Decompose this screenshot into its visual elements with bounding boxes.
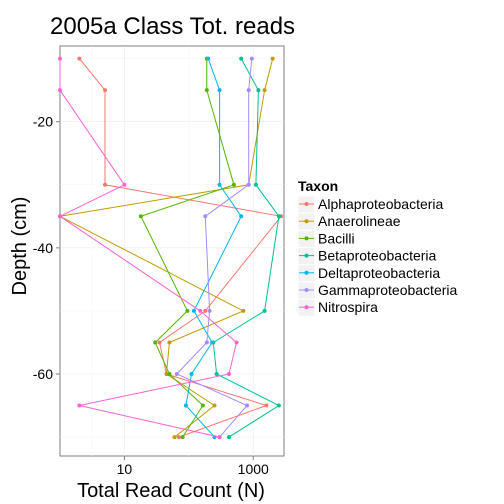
data-point-bacilli [185,308,190,313]
data-point-betaproteobacteria [276,403,281,408]
data-point-alphaproteobacteria [103,182,108,187]
data-point-alphaproteobacteria [264,403,269,408]
data-point-nitrospira [58,214,62,219]
y-axis-title: Depth (cm) [9,197,31,296]
data-point-gammaproteobacteria [204,340,209,345]
y-tick-label: -20 [33,114,53,130]
chart-title: 2005a Class Tot. reads [50,13,295,40]
legend-key-point-betaproteobacteria [304,253,309,258]
data-point-deltaproteobacteria [210,340,215,345]
legend-label-bacilli: Bacilli [318,230,355,246]
data-point-alphaproteobacteria [77,56,82,61]
data-point-betaproteobacteria [256,88,261,93]
data-point-nitrospira [217,435,222,440]
data-point-gammaproteobacteria [249,56,254,61]
data-point-bacilli [167,372,172,376]
data-point-alphaproteobacteria [203,308,208,313]
legend-label-alphaproteobacteria: Alphaproteobacteria [318,196,444,212]
y-tick-label: -60 [33,366,53,382]
data-point-anaerolineae [167,340,172,345]
data-point-betaproteobacteria [239,56,244,61]
data-point-bacilli [200,403,205,408]
data-point-anaerolineae [164,372,169,376]
legend-title: Taxon [298,178,338,194]
y-axis-ticks: -20 -40 -60 [33,114,60,382]
data-point-gammaproteobacteria [245,403,250,408]
data-point-betaproteobacteria [276,214,281,219]
legend-key-point-alphaproteobacteria [304,202,309,206]
y-tick-label: -40 [33,240,53,256]
legend-key-point-nitrospira [304,305,309,310]
plot-background [59,45,285,457]
data-point-deltaproteobacteria [239,214,244,219]
data-point-gammaproteobacteria [207,308,212,313]
legend-key-point-bacilli [304,236,309,241]
data-point-deltaproteobacteria [217,88,222,93]
data-point-alphaproteobacteria [103,88,108,93]
legend-key-point-gammaproteobacteria [304,288,309,292]
plot-panel [59,45,285,457]
data-point-bacilli [231,182,236,187]
legend-label-deltaproteobacteria: Deltaproteobacteria [318,265,440,281]
data-point-alphaproteobacteria [176,435,181,440]
data-point-nitrospira [198,308,203,313]
data-point-betaproteobacteria [226,435,231,440]
data-point-gammaproteobacteria [174,372,179,376]
data-point-bacilli [180,435,185,440]
legend-label-anaerolineae: Anaerolineae [318,213,401,229]
data-point-gammaproteobacteria [246,88,251,93]
data-point-nitrospira [234,340,239,345]
data-point-bacilli [138,214,143,219]
data-point-gammaproteobacteria [203,214,208,219]
legend-label-nitrospira: Nitrospira [318,299,378,315]
data-point-anaerolineae [212,403,217,408]
data-point-deltaproteobacteria [189,372,194,376]
data-point-anaerolineae [262,88,267,93]
x-axis-title: Total Read Count (N) [77,480,265,502]
data-point-bacilli [204,88,209,93]
legend-label-gammaproteobacteria: Gammaproteobacteria [318,282,458,298]
data-point-anaerolineae [270,56,275,61]
data-point-anaerolineae [241,308,246,313]
legend: Taxon AlphaproteobacteriaAnaerolineaeBac… [297,178,458,317]
data-point-nitrospira [58,88,62,93]
x-tick-label: 1000 [238,461,269,477]
data-point-betaproteobacteria [262,308,267,313]
data-point-nitrospira [58,56,62,61]
data-point-deltaproteobacteria [183,403,188,408]
data-marks [58,56,284,440]
x-axis-ticks: 10 1000 [117,456,269,477]
data-point-deltaproteobacteria [191,308,196,313]
data-point-anaerolineae [172,435,177,440]
data-point-bacilli [153,340,158,345]
legend-key-point-anaerolineae [304,219,309,224]
data-point-deltaproteobacteria [206,56,211,61]
data-point-nitrospira [226,372,231,376]
data-point-deltaproteobacteria [217,182,222,187]
data-point-alphaproteobacteria [157,340,162,345]
data-point-gammaproteobacteria [246,182,251,187]
data-point-nitrospira [77,403,82,408]
data-point-betaproteobacteria [253,182,258,187]
x-tick-label: 10 [117,461,133,477]
legend-key-point-deltaproteobacteria [304,270,309,275]
data-point-betaproteobacteria [214,372,219,376]
legend-label-betaproteobacteria: Betaproteobacteria [318,248,437,264]
data-point-nitrospira [122,182,127,187]
